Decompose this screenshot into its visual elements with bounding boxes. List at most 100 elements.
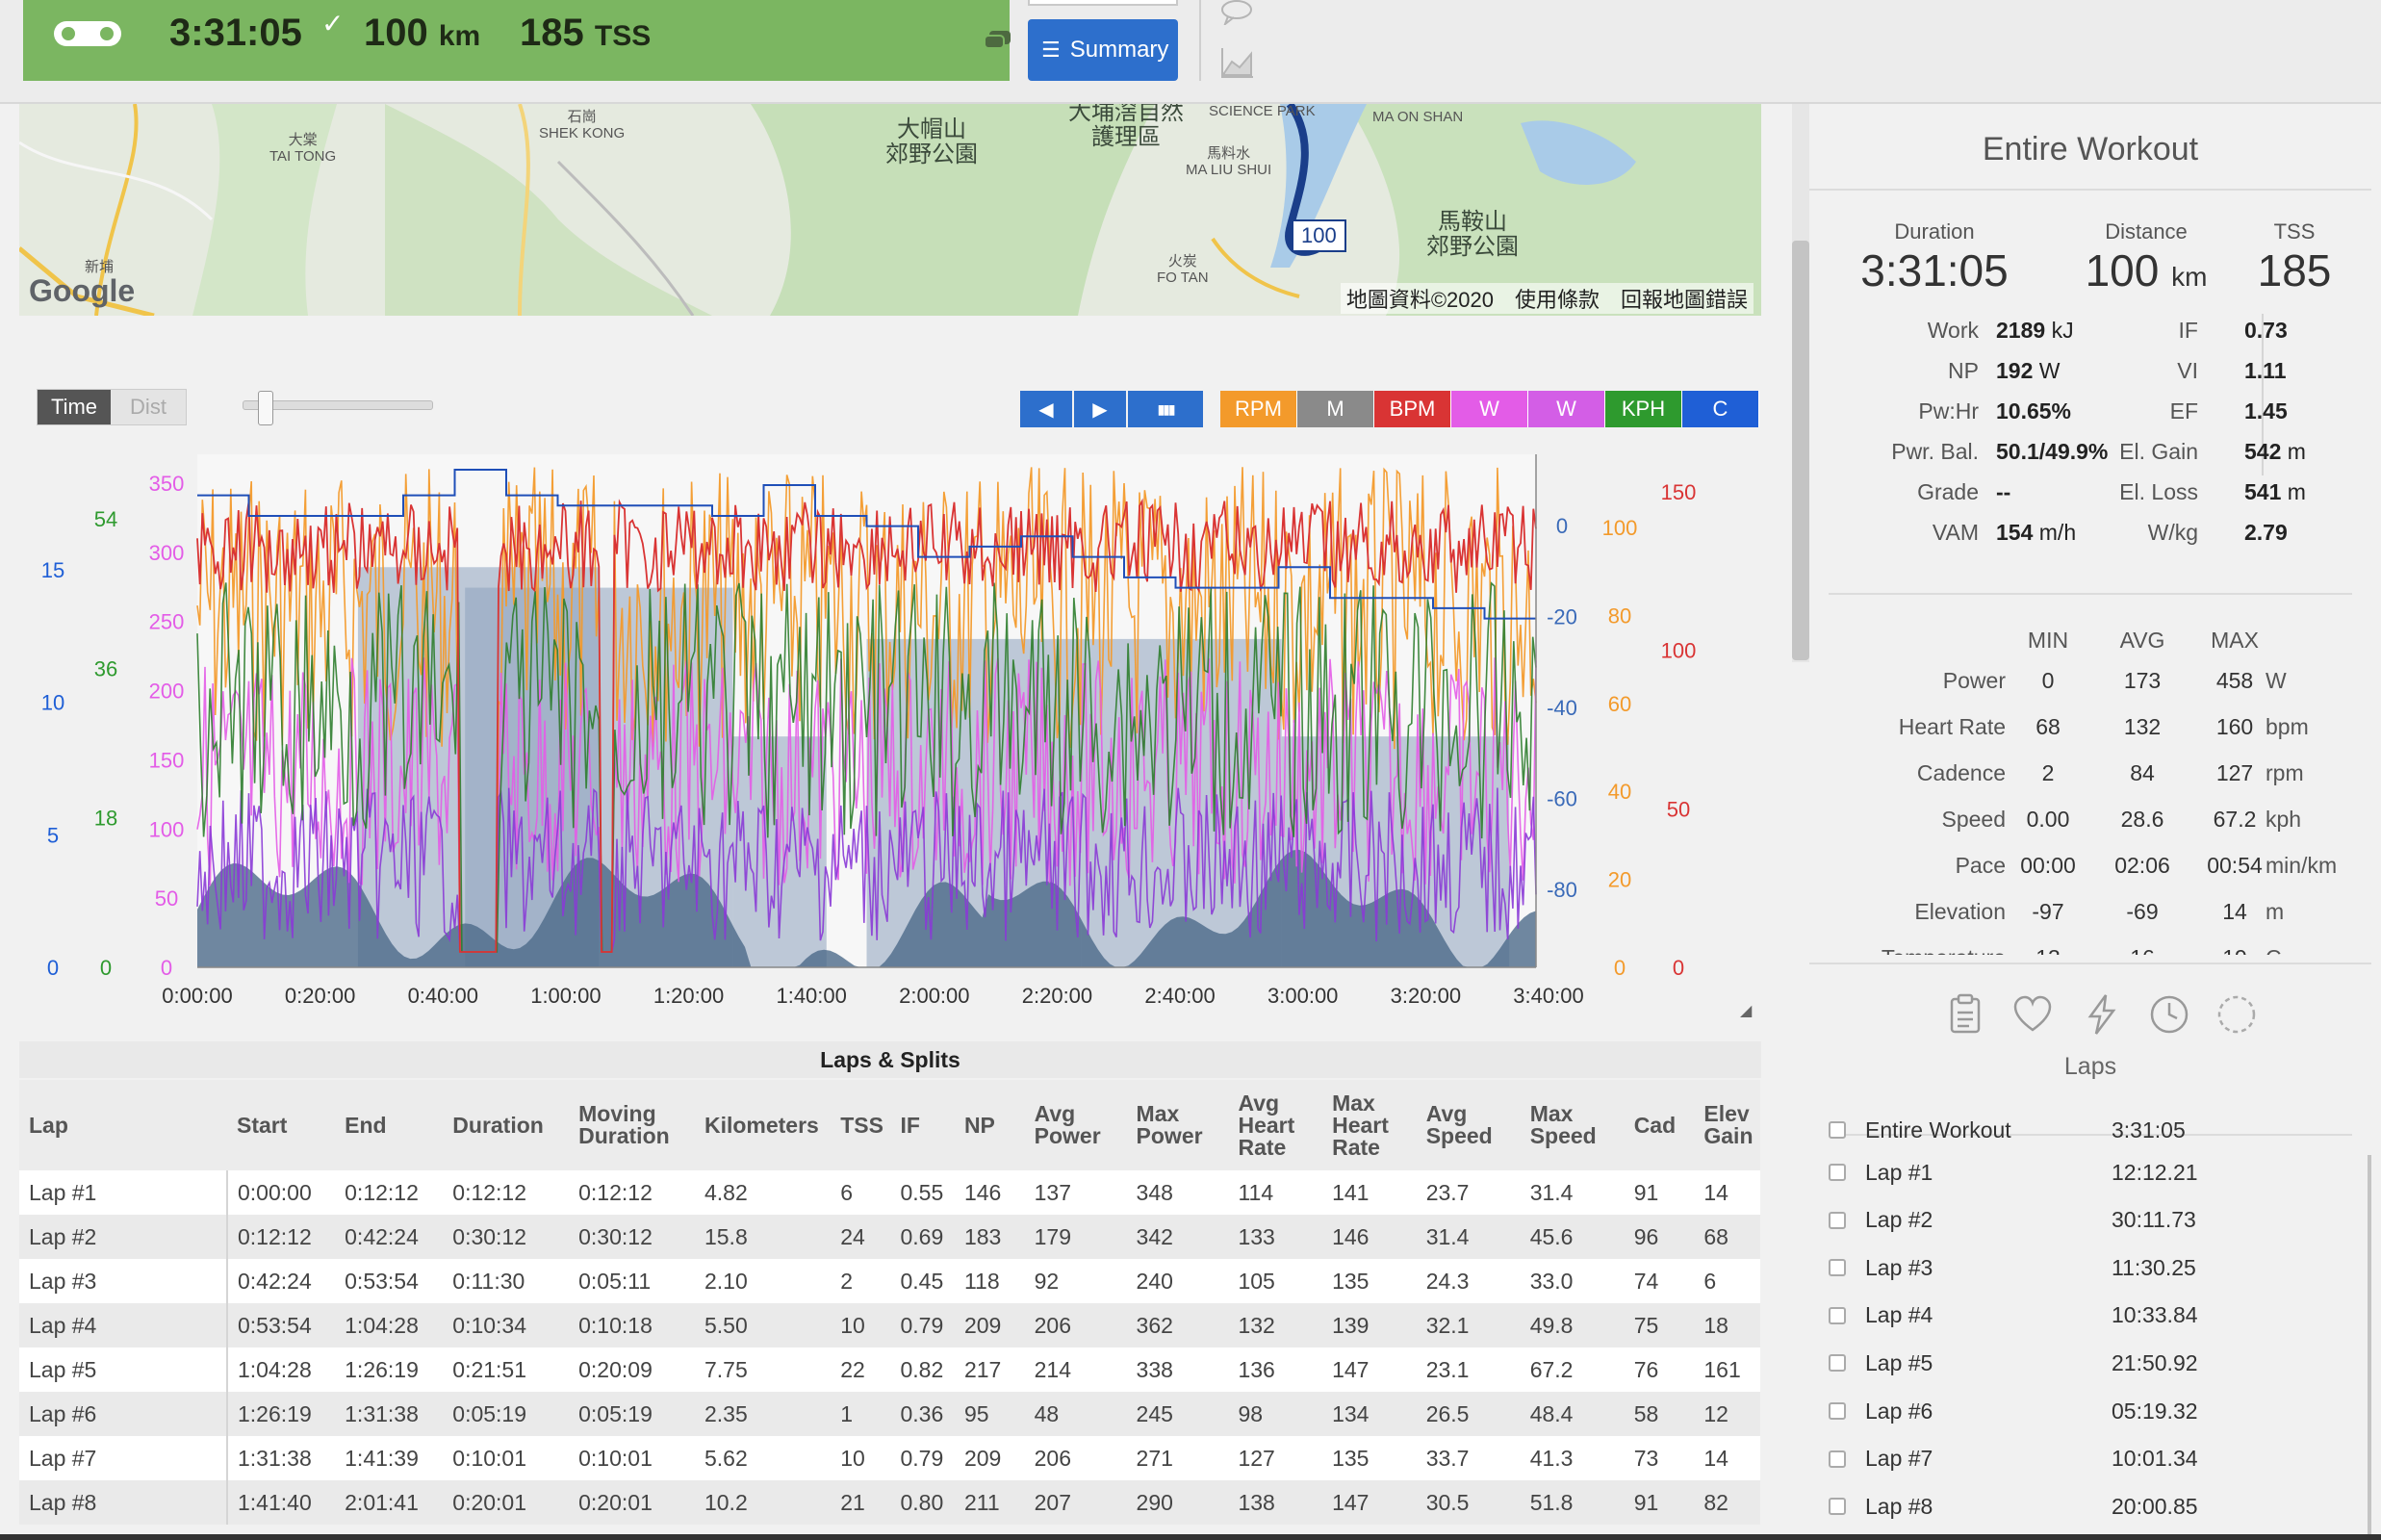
lightning-icon[interactable] — [2081, 993, 2123, 1036]
scrollbar-thumb[interactable] — [1792, 241, 1809, 660]
clipboard-icon[interactable] — [1944, 993, 1986, 1036]
table-cell: 51.8 — [1520, 1480, 1625, 1525]
lap-checkbox[interactable] — [1829, 1402, 1846, 1420]
clock-icon[interactable] — [2148, 993, 2190, 1036]
laps-header-cell[interactable]: NP — [954, 1080, 1025, 1170]
table-row[interactable]: Lap #3 0:42:24 0:53:54 0:11:30 0:05:11 2.10 2 0… — [19, 1259, 1760, 1303]
channel-toggle-m[interactable]: M — [1297, 391, 1374, 427]
laps-header-cell[interactable]: Moving Duration — [569, 1080, 695, 1170]
zoom-slider[interactable] — [243, 400, 433, 410]
min-value: 00:00 — [2020, 853, 2076, 878]
x-tick-label: 3:40:00 — [1513, 984, 1583, 1008]
lap-checkbox[interactable] — [1829, 1259, 1846, 1277]
bar-chart-button[interactable]: ▮▮▮ — [1128, 391, 1203, 427]
workout-summary-bar[interactable]: 3:31:05 ✓ 100 km 185 TSS — [23, 0, 1012, 81]
resize-icon[interactable]: ◢ — [1740, 1003, 1753, 1019]
laps-header-cell[interactable]: End — [335, 1080, 444, 1170]
time-dist-toggle[interactable]: Time Dist — [37, 389, 187, 425]
lap-checkbox[interactable] — [1829, 1450, 1846, 1468]
map-label: MA ON SHAN — [1372, 109, 1464, 125]
laps-header-cell[interactable]: Start — [227, 1080, 336, 1170]
table-cell: 14 — [1694, 1436, 1760, 1480]
laps-header-cell[interactable]: TSS — [831, 1080, 891, 1170]
laps-header-cell[interactable]: Lap — [19, 1080, 227, 1170]
channel-toggle-c[interactable]: C — [1682, 391, 1759, 427]
channel-toggle-w[interactable]: W — [1528, 391, 1605, 427]
lap-checkbox[interactable] — [1829, 1354, 1846, 1373]
lap-list-item[interactable]: Lap #8 20:00.85 — [1829, 1485, 2329, 1527]
lap-list-item[interactable]: Entire Workout 3:31:05 — [1829, 1109, 2329, 1151]
lap-list-item[interactable]: Lap #1 12:12.21 — [1829, 1151, 2329, 1194]
zoom-handle[interactable] — [258, 391, 273, 425]
laps-header-cell[interactable]: Max Heart Rate — [1322, 1080, 1417, 1170]
max-value: 127 — [2215, 760, 2254, 785]
laps-header-cell[interactable]: Max Power — [1126, 1080, 1229, 1170]
lap-checkbox[interactable] — [1829, 1211, 1846, 1229]
stats-panel: Entire Workout Duration 3:31:05 Distance… — [1809, 104, 2371, 962]
lap-checkbox[interactable] — [1829, 1164, 1846, 1181]
table-cell: 0:05:19 — [443, 1392, 570, 1436]
divider — [1809, 962, 2371, 964]
prev-button[interactable]: ◀ — [1020, 391, 1072, 427]
laps-header-cell[interactable]: Cad — [1624, 1080, 1695, 1170]
table-cell: 21 — [831, 1480, 891, 1525]
bubble-icon[interactable] — [1220, 0, 1253, 25]
metric-unit: m — [2287, 439, 2306, 464]
laps-header-cell[interactable]: Kilometers — [694, 1080, 832, 1170]
summary-button[interactable]: ☰ Summary — [1028, 19, 1178, 81]
channel-toggle-w[interactable]: W — [1451, 391, 1528, 427]
comment-icon[interactable] — [984, 29, 1012, 52]
table-cell: 0:10:01 — [569, 1436, 695, 1480]
lap-list-item[interactable]: Lap #7 10:01.34 — [1829, 1438, 2329, 1480]
lap-name: Lap #3 — [1865, 1254, 1933, 1280]
heart-icon[interactable] — [2011, 993, 2054, 1036]
table-row[interactable]: Lap #6 1:26:19 1:31:38 0:05:19 0:05:19 2.35 1 0… — [19, 1392, 1760, 1436]
laps-header-cell[interactable]: Elev Gain — [1694, 1080, 1760, 1170]
metric-value: 154 — [1996, 520, 2034, 545]
table-cell: 214 — [1024, 1348, 1127, 1392]
lap-list-scrollbar[interactable] — [2368, 1155, 2371, 1540]
graph-icon[interactable] — [1220, 46, 1255, 79]
cadence-line — [196, 467, 1537, 953]
map-footer[interactable]: 地圖資料©2020 使用條款 回報地圖錯誤 — [1340, 283, 1754, 314]
route-map[interactable]: 大棠 TAI TONG 石崗 SHEK KONG 大帽山 郊野公園 大埔滘自然 … — [19, 104, 1761, 316]
workout-chart[interactable]: 15 10 5 0 54 36 18 0 350 300 250 200 150 100 50 0 0 -20 -4… — [0, 443, 1771, 1020]
metric-value-wrap: 50.1/49.9% — [1996, 439, 2108, 465]
metric-value: 0.73 — [2244, 318, 2288, 343]
table-cell: 0:12:12 — [443, 1170, 570, 1215]
table-row[interactable]: Lap #5 1:04:28 1:26:19 0:21:51 0:20:09 7.75 22… — [19, 1348, 1760, 1392]
laps-header-cell[interactable]: IF — [890, 1080, 955, 1170]
table-cell: 1:04:28 — [335, 1303, 444, 1348]
lap-checkbox[interactable] — [1829, 1498, 1846, 1516]
toggle-time[interactable]: Time — [38, 390, 111, 424]
table-row[interactable]: Lap #2 0:12:12 0:42:24 0:30:12 0:30:12 15.8 24… — [19, 1215, 1760, 1259]
table-cell: 206 — [1024, 1436, 1127, 1480]
table-cell: 342 — [1126, 1215, 1229, 1259]
laps-header-cell[interactable]: Avg Heart Rate — [1228, 1080, 1323, 1170]
laps-header-cell[interactable]: Avg Power — [1024, 1080, 1127, 1170]
table-row[interactable]: Lap #7 1:31:38 1:41:39 0:10:01 0:10:01 5.62 10… — [19, 1436, 1760, 1480]
toggle-dist[interactable]: Dist — [111, 390, 186, 424]
laps-header-cell[interactable]: Max Speed — [1520, 1080, 1625, 1170]
next-button[interactable]: ▶ — [1074, 391, 1126, 427]
route-marker[interactable]: 100 — [1292, 219, 1346, 252]
lap-list-item[interactable]: Lap #5 21:50.92 — [1829, 1342, 2329, 1384]
laps-header-cell[interactable]: Duration — [443, 1080, 570, 1170]
channel-toggle-bpm[interactable]: BPM — [1374, 391, 1451, 427]
table-row[interactable]: Lap #4 0:53:54 1:04:28 0:10:34 0:10:18 5.50 10… — [19, 1303, 1760, 1348]
lap-list-item[interactable]: Lap #3 11:30.25 — [1829, 1246, 2329, 1289]
dashed-circle-icon[interactable] — [2215, 993, 2258, 1036]
lap-list-item[interactable]: Lap #4 10:33.84 — [1829, 1295, 2329, 1337]
axis-tick-label: 150 — [1661, 480, 1697, 504]
channel-toggle-kph[interactable]: KPH — [1605, 391, 1682, 427]
table-row[interactable]: Lap #1 0:00:00 0:12:12 0:12:12 0:12:12 4.82 6 0… — [19, 1170, 1760, 1215]
lap-list-item[interactable]: Lap #2 30:11.73 — [1829, 1199, 2329, 1242]
row-label: Cadence — [1916, 760, 2006, 785]
lap-checkbox[interactable] — [1829, 1121, 1846, 1139]
channel-toggle-rpm[interactable]: RPM — [1220, 391, 1297, 427]
laps-header-cell[interactable]: Avg Speed — [1416, 1080, 1521, 1170]
lap-name: Lap #8 — [1865, 1493, 1933, 1519]
lap-list-item[interactable]: Lap #6 05:19.32 — [1829, 1390, 2329, 1432]
lap-checkbox[interactable] — [1829, 1306, 1846, 1324]
table-row[interactable]: Lap #8 1:41:40 2:01:41 0:20:01 0:20:01 10.2 21… — [19, 1480, 1760, 1525]
